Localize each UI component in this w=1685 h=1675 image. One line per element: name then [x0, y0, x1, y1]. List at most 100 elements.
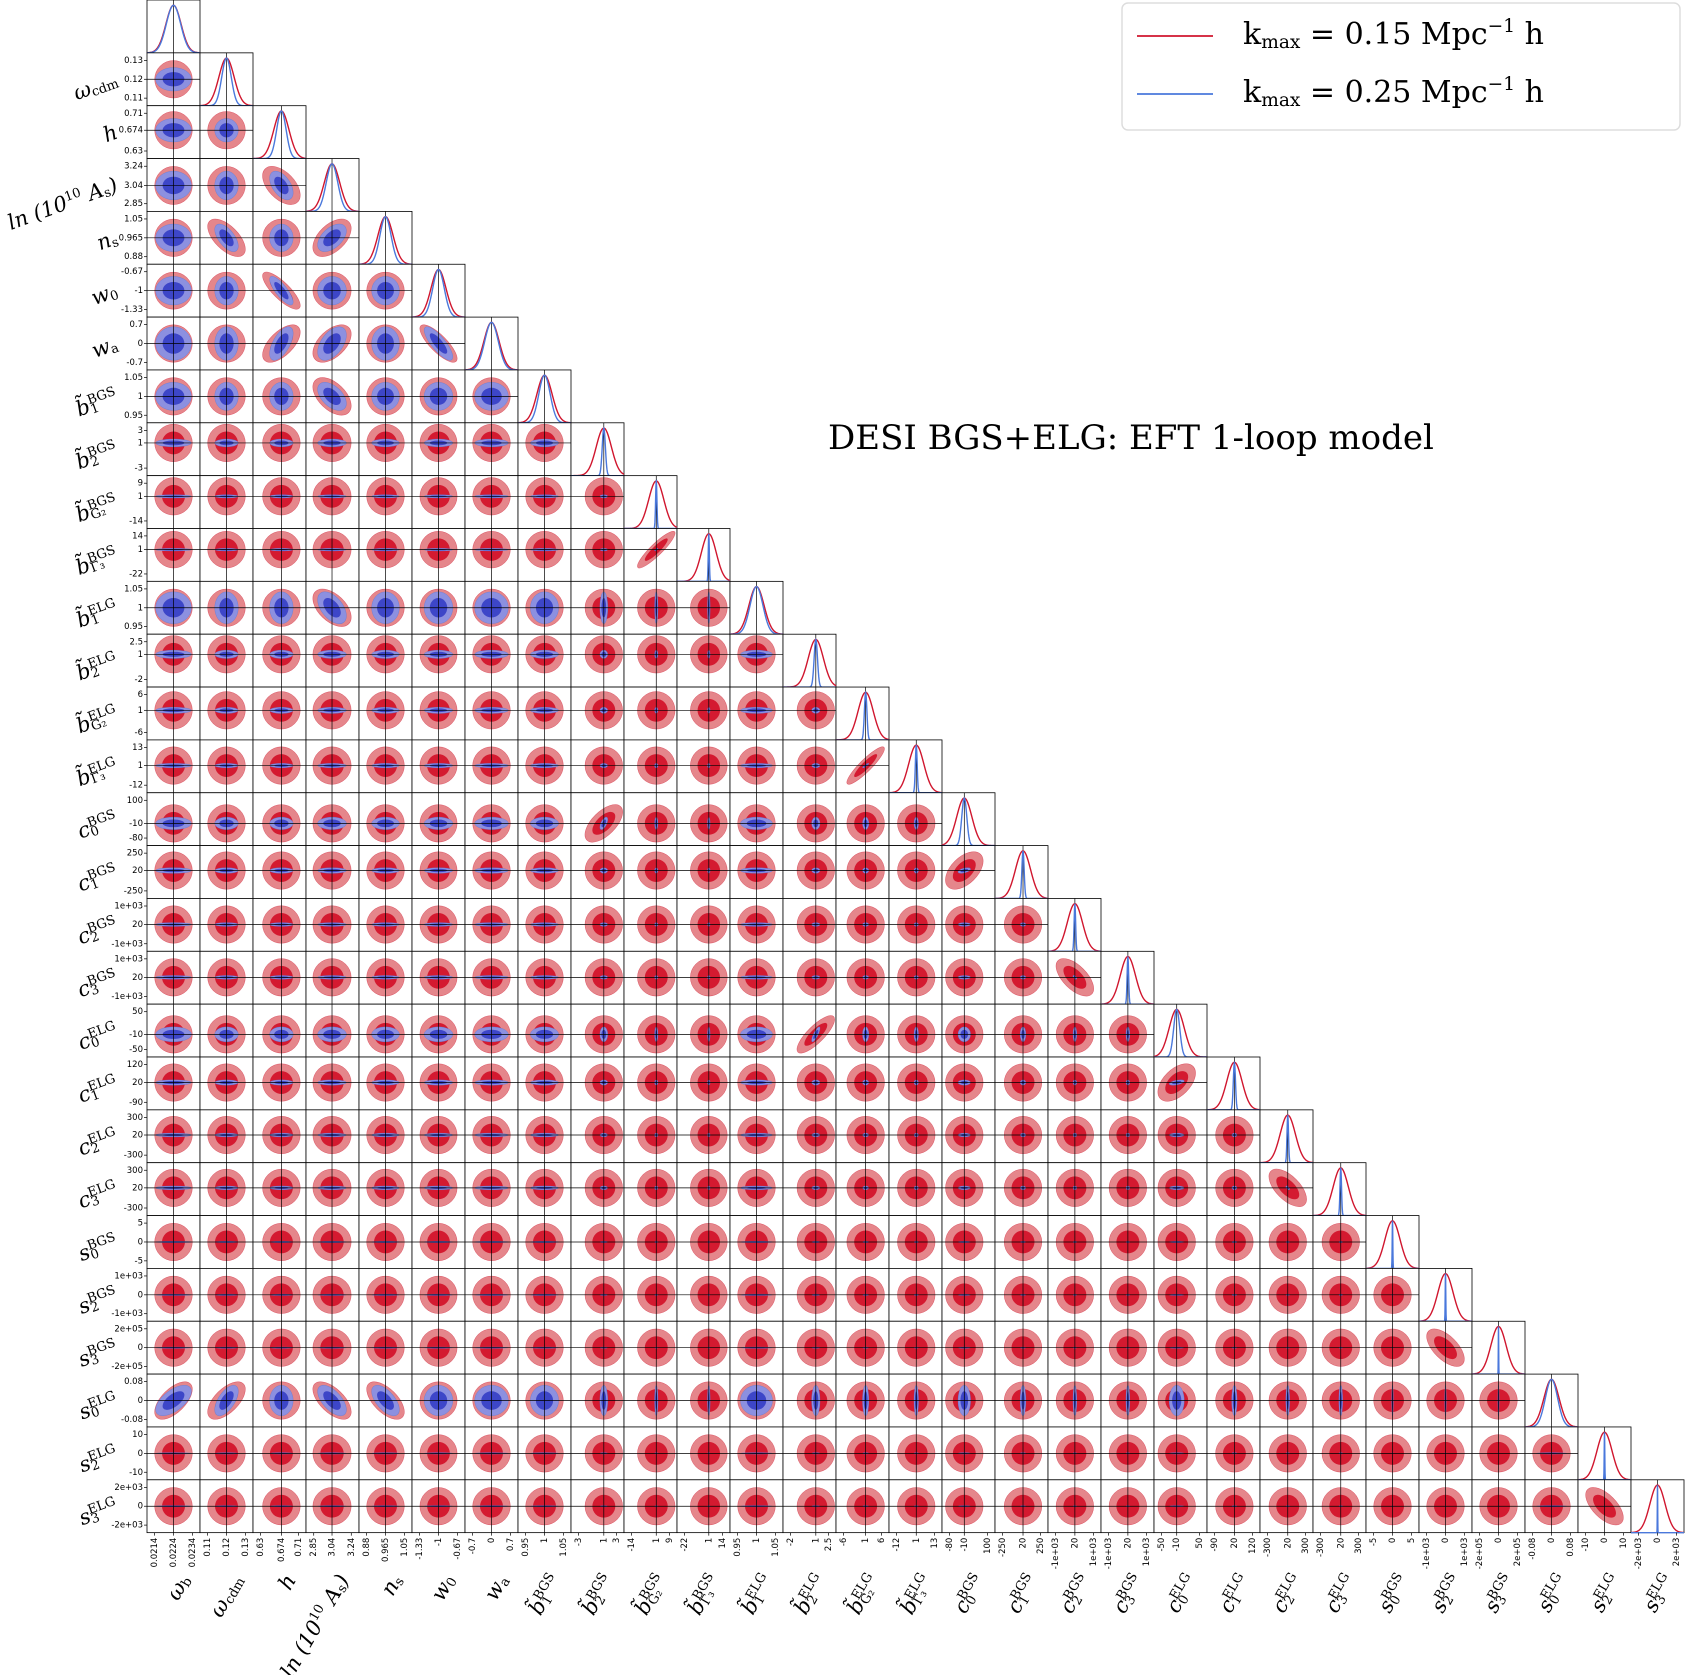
axis-label: s0BGS — [75, 1229, 121, 1267]
y-tick-label: 1 — [138, 706, 143, 716]
y-tick-label: 1 — [138, 761, 143, 771]
axis-label: ns — [93, 225, 121, 256]
axis-label: s2ELG — [1585, 1570, 1627, 1617]
y-tick-label: 300 — [127, 1166, 143, 1176]
x-tick-label: 2.85 — [309, 1538, 319, 1557]
y-tick-label: 20 — [132, 920, 143, 930]
y-tick-label: 2.85 — [124, 199, 143, 209]
x-tick-label: -10 — [1172, 1538, 1182, 1552]
y-tick-label: 120 — [127, 1060, 143, 1070]
label-part: ELG — [743, 1570, 770, 1602]
marginal-curve — [1259, 1114, 1314, 1164]
y-tick-label: 0.13 — [124, 56, 143, 66]
x-tick-label: -3 — [574, 1538, 584, 1546]
y-tick-label: -3 — [135, 464, 143, 474]
y-tick-label: -6 — [135, 728, 143, 738]
label-part: s — [110, 235, 122, 251]
marginal-curve — [359, 215, 412, 265]
y-tick-label: 0.88 — [124, 252, 143, 262]
y-tick-label: 0 — [138, 1290, 143, 1300]
x-tick-label: 0.0224 — [169, 1538, 179, 1568]
axis-label: kmax = 0.15 Mpc−1 h — [1243, 16, 1544, 52]
marginal-curve — [941, 797, 996, 847]
x-tick-label: -1.33 — [415, 1538, 425, 1560]
y-tick-label: 0 — [138, 1343, 143, 1353]
axis-label: w0 — [426, 1570, 461, 1606]
y-tick-label: -300 — [124, 1204, 143, 1214]
label-part: = 0.25 Mpc — [1300, 75, 1487, 110]
x-tick-label: 1.05 — [559, 1538, 569, 1557]
y-tick-label: 0.95 — [124, 411, 143, 421]
label-part: ELG — [1644, 1570, 1671, 1602]
label-part: G₂ — [645, 1587, 666, 1608]
y-tick-label: -250 — [124, 886, 143, 896]
x-tick-label: -12 — [892, 1538, 902, 1552]
marginal-curve — [412, 268, 465, 318]
x-tick-label: -1 — [434, 1538, 444, 1546]
axis-label: b̃G₂BGS — [71, 487, 121, 528]
label-part: BGS — [1431, 1570, 1459, 1603]
label-part: BGS — [1113, 1570, 1141, 1603]
axis-label: c2ELG — [1267, 1570, 1309, 1618]
axis-label: c2ELG — [75, 1124, 122, 1162]
label-part: BGS — [85, 384, 117, 408]
y-tick-label: -2e+03 — [111, 1521, 143, 1531]
axis-label: b̃Γ₃BGS — [680, 1569, 726, 1620]
axis-label: c1BGS — [1001, 1570, 1044, 1618]
marginal-curve — [146, 4, 201, 54]
x-tick-label: -300 — [1316, 1538, 1326, 1557]
label-part: BGS — [1060, 1570, 1088, 1603]
label-part: ELG — [86, 595, 118, 619]
label-part: ln (10 — [275, 1616, 327, 1675]
label-part: cdm — [222, 1575, 249, 1607]
y-tick-label: -1e+03 — [111, 992, 143, 1002]
x-tick-label: 0.13 — [241, 1538, 251, 1557]
label-part: BGS — [85, 1335, 117, 1359]
y-tick-label: 0.11 — [124, 94, 143, 104]
y-tick-label: 1 — [138, 492, 143, 502]
y-tick-label: 0 — [138, 1449, 143, 1459]
y-tick-label: 20 — [132, 973, 143, 983]
axis-label: s2ELG — [75, 1441, 121, 1478]
axis-label: s2BGS — [1426, 1570, 1468, 1617]
axis-label: c0BGS — [74, 806, 121, 844]
label-part: −1 — [1488, 74, 1515, 95]
y-tick-label: 1 — [138, 392, 143, 402]
y-tick-label: 20 — [132, 866, 143, 876]
label-part: G₂ — [89, 504, 109, 523]
x-tick-label: 0.95 — [521, 1538, 531, 1557]
axis-label: c1ELG — [75, 1071, 122, 1109]
panel — [570, 422, 625, 477]
x-tick-label: -1e+03 — [1104, 1538, 1114, 1570]
y-tick-label: -1e+03 — [111, 1309, 143, 1319]
x-tick-label: -1e+03 — [1422, 1538, 1432, 1570]
x-tick-label: -80 — [945, 1538, 955, 1552]
axis-label: c3ELG — [1320, 1570, 1362, 1618]
x-tick-label: 1.05 — [400, 1538, 410, 1557]
axis-label: ωcdm — [204, 1570, 249, 1622]
y-tick-label: 0 — [138, 1396, 143, 1406]
label-part: BGS — [85, 1282, 117, 1306]
x-tick-label: -5 — [1369, 1538, 1379, 1546]
x-tick-label: -0.7 — [468, 1538, 478, 1555]
axis-label: c1BGS — [74, 859, 121, 897]
x-tick-label: 0.08 — [1566, 1538, 1576, 1557]
label-part: ELG — [86, 648, 118, 672]
x-tick-label: 0 — [487, 1538, 497, 1543]
x-tick-label: 2e+05 — [1513, 1538, 1523, 1567]
y-tick-label: 0 — [138, 1237, 143, 1247]
label-part: h — [1515, 75, 1544, 110]
axis-label: c0BGS — [948, 1570, 991, 1618]
y-tick-label: 0.674 — [119, 126, 143, 136]
panel — [676, 528, 731, 582]
label-part: ELG — [86, 1494, 118, 1518]
marginal-curve — [306, 163, 359, 213]
axis-label: b̃1ELG — [72, 593, 121, 634]
x-tick-label: 1 — [652, 1538, 662, 1543]
label-part: BGS — [85, 807, 117, 831]
axis-label: b̃2BGS — [574, 1569, 620, 1620]
y-tick-label: 1 — [138, 438, 143, 448]
y-tick-label: 20 — [132, 1078, 143, 1088]
x-tick-label: 0.0234 — [188, 1538, 198, 1568]
label-part: ELG — [796, 1570, 823, 1602]
